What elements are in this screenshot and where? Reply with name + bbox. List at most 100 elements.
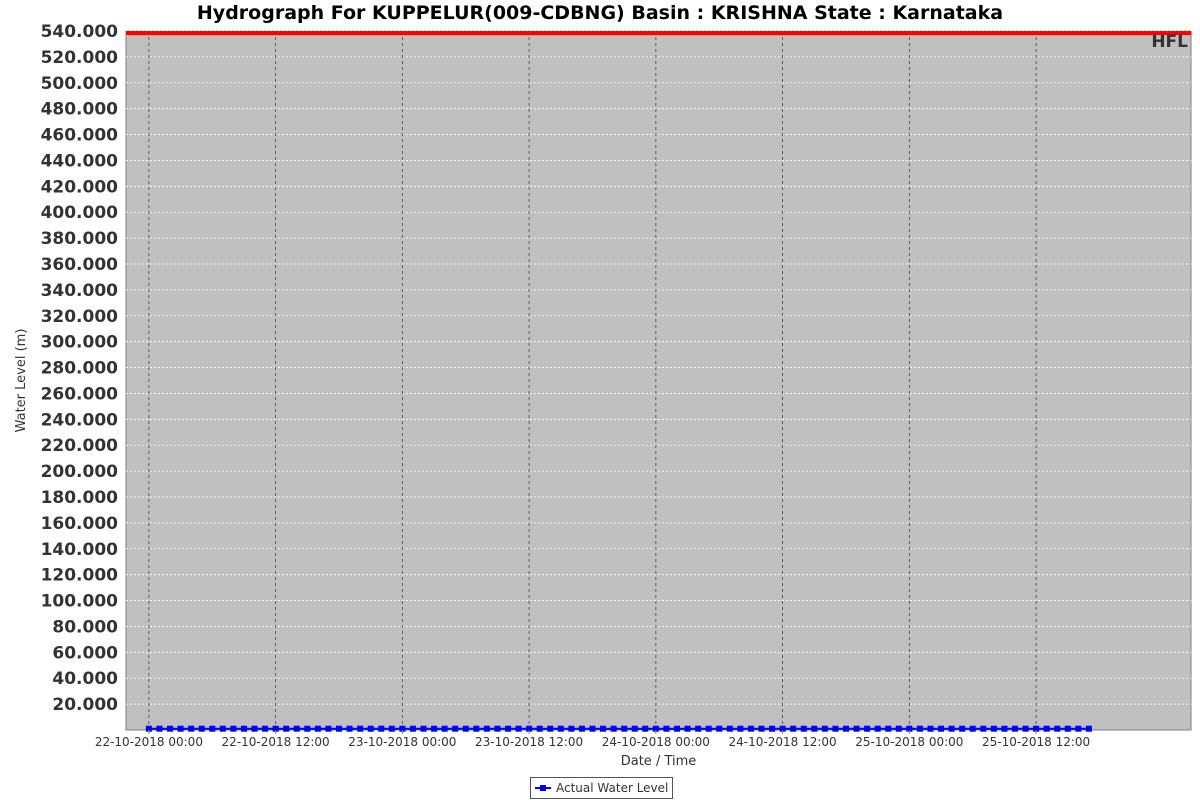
- y-tick-label: 120.000: [41, 566, 119, 586]
- y-tick-label: 20.000: [52, 695, 118, 715]
- y-tick-label: 460.000: [41, 126, 119, 146]
- data-point: [209, 725, 216, 732]
- data-point: [262, 725, 269, 732]
- data-point: [198, 725, 205, 732]
- data-point: [526, 725, 533, 732]
- data-point: [283, 725, 290, 732]
- data-point: [1085, 725, 1092, 732]
- data-point: [483, 725, 490, 732]
- data-point: [473, 725, 480, 732]
- data-point: [219, 725, 226, 732]
- data-point: [188, 725, 195, 732]
- data-point: [167, 725, 174, 732]
- data-point: [589, 725, 596, 732]
- data-point: [504, 725, 511, 732]
- data-point: [610, 725, 617, 732]
- data-point: [367, 725, 374, 732]
- data-point: [980, 725, 987, 732]
- data-point: [821, 725, 828, 732]
- data-point: [684, 725, 691, 732]
- data-point: [1075, 725, 1082, 732]
- y-tick-label: 320.000: [41, 307, 119, 327]
- data-point: [156, 725, 163, 732]
- y-tick-label: 540.000: [41, 22, 119, 42]
- legend-swatch: [535, 783, 551, 793]
- y-tick-label: 200.000: [41, 462, 119, 482]
- data-point: [515, 725, 522, 732]
- y-tick-label: 220.000: [41, 436, 119, 456]
- data-point: [230, 725, 237, 732]
- data-point: [1043, 725, 1050, 732]
- x-tick-label: 24-10-2018 12:00: [729, 735, 837, 749]
- data-point: [1054, 725, 1061, 732]
- data-point: [452, 725, 459, 732]
- data-point: [494, 725, 501, 732]
- y-tick-label: 260.000: [41, 384, 119, 404]
- plot-area: [125, 30, 1192, 731]
- data-point: [346, 725, 353, 732]
- y-tick-label: 180.000: [41, 488, 119, 508]
- data-point: [948, 725, 955, 732]
- y-tick-label: 80.000: [52, 617, 118, 637]
- data-point: [832, 725, 839, 732]
- data-point: [378, 725, 385, 732]
- data-point: [547, 725, 554, 732]
- data-point: [695, 725, 702, 732]
- data-point: [885, 725, 892, 732]
- data-point: [895, 725, 902, 732]
- data-point: [800, 725, 807, 732]
- hfl-label: HFL: [1151, 32, 1188, 52]
- data-point: [325, 725, 332, 732]
- data-point: [621, 725, 628, 732]
- y-tick-label: 520.000: [41, 48, 119, 68]
- data-point: [1022, 725, 1029, 732]
- data-point: [462, 725, 469, 732]
- y-tick-label: 360.000: [41, 255, 119, 275]
- data-point: [1011, 725, 1018, 732]
- y-tick-label: 480.000: [41, 100, 119, 120]
- data-point: [304, 725, 311, 732]
- legend: Actual Water Level: [530, 777, 674, 799]
- x-tick-label: 23-10-2018 12:00: [475, 735, 583, 749]
- x-tick-label: 23-10-2018 00:00: [348, 735, 456, 749]
- y-tick-label: 40.000: [52, 669, 118, 689]
- data-point: [1001, 725, 1008, 732]
- x-tick-label: 24-10-2018 00:00: [602, 735, 710, 749]
- series-layer: [145, 725, 1092, 732]
- data-point: [652, 725, 659, 732]
- data-point: [251, 725, 258, 732]
- data-point: [336, 725, 342, 732]
- data-point: [240, 725, 247, 732]
- x-tick-label: 25-10-2018 12:00: [982, 735, 1090, 749]
- y-tick-label: 340.000: [41, 281, 119, 301]
- data-point: [842, 725, 849, 732]
- y-tick-label: 280.000: [41, 359, 119, 379]
- data-point: [1033, 725, 1040, 732]
- data-point: [357, 725, 364, 732]
- grid-lines: [126, 30, 1191, 730]
- data-point: [916, 725, 923, 732]
- data-point: [600, 725, 607, 732]
- data-point: [906, 725, 913, 732]
- data-point: [431, 725, 438, 732]
- data-point: [747, 725, 754, 732]
- y-axis-title: Water Level (m): [14, 329, 29, 433]
- y-tick-label: 140.000: [41, 540, 119, 560]
- data-point: [642, 725, 649, 732]
- data-point: [969, 725, 976, 732]
- data-point: [631, 725, 638, 732]
- data-point: [959, 725, 966, 732]
- data-point: [779, 725, 786, 732]
- data-point: [811, 725, 818, 732]
- y-tick-label: 400.000: [41, 203, 119, 223]
- data-point: [399, 725, 406, 732]
- y-tick-label: 100.000: [41, 592, 119, 612]
- x-tick-label: 25-10-2018 00:00: [855, 735, 963, 749]
- data-point: [927, 725, 934, 732]
- data-point: [663, 725, 670, 732]
- data-point: [441, 725, 448, 732]
- y-tick-label: 60.000: [52, 643, 118, 663]
- data-point: [705, 725, 712, 732]
- y-tick-label: 440.000: [41, 151, 119, 171]
